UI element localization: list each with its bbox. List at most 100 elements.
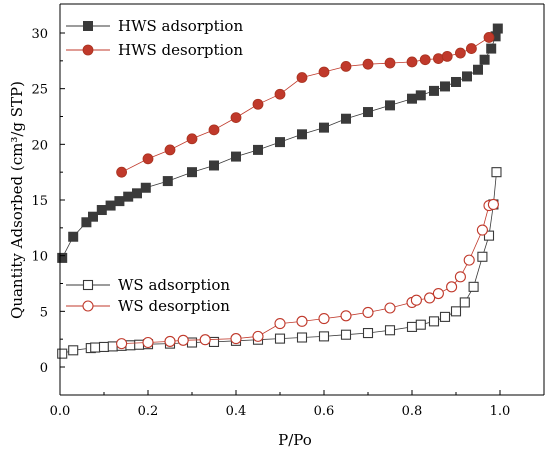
y-tick-label: 30 (31, 27, 48, 42)
data-point (274, 88, 286, 100)
data-point (164, 335, 176, 347)
x-tick-label: 0.6 (314, 404, 335, 419)
y-tick-label: 0 (40, 361, 48, 376)
data-point (429, 85, 439, 96)
legend-label: HWS adsorption (118, 17, 243, 35)
data-point (462, 71, 472, 82)
data-point (90, 342, 101, 353)
x-tick-label: 0.0 (50, 404, 71, 419)
data-point (446, 281, 458, 293)
data-point (410, 294, 422, 306)
data-point (123, 191, 134, 202)
data-point (186, 133, 198, 145)
data-point (441, 50, 453, 62)
data-point (477, 251, 488, 262)
data-point (142, 153, 154, 165)
data-point (340, 61, 352, 72)
data-point (319, 122, 329, 133)
data-point (186, 337, 198, 348)
data-point (439, 311, 451, 322)
data-point (450, 306, 462, 317)
data-point (424, 292, 436, 304)
data-point (296, 72, 308, 83)
data-point (162, 176, 173, 187)
data-point (208, 124, 220, 136)
data-point (384, 325, 396, 336)
data-point (105, 200, 116, 211)
data-point (419, 54, 431, 66)
legend-item-0: HWS adsorption (66, 17, 243, 35)
data-point (468, 281, 479, 292)
data-point (384, 302, 396, 314)
data-point (132, 188, 142, 199)
data-point (451, 76, 461, 87)
data-point (274, 333, 286, 344)
data-point (465, 43, 477, 54)
data-point (252, 330, 264, 342)
legend-item-1: HWS desorption (66, 41, 243, 59)
data-point (415, 90, 426, 101)
data-point (473, 64, 483, 75)
axes: 0.0 0.2 0.4 0.6 0.8 1.0 0 5 10 15 20 25 30 P/Po Quanti… (8, 3, 545, 449)
data-point (432, 287, 444, 300)
data-point (81, 217, 92, 228)
data-point (177, 334, 189, 346)
data-point (231, 151, 241, 162)
legend-marker (82, 279, 94, 291)
y-tick-label: 5 (40, 305, 48, 320)
data-point (476, 224, 488, 236)
data-point (406, 56, 418, 68)
data-point (385, 100, 395, 111)
data-point (209, 160, 219, 171)
x-tick-label: 0.2 (138, 404, 159, 419)
data-point (230, 112, 242, 124)
data-point (57, 348, 68, 359)
data-point (340, 310, 352, 322)
y-tick-label: 10 (31, 250, 48, 265)
data-point (296, 315, 308, 327)
data-point (428, 316, 440, 327)
plot-marks (57, 23, 503, 359)
data-point (440, 81, 450, 92)
data-point (275, 137, 285, 148)
data-point (479, 54, 490, 65)
data-point (107, 341, 118, 352)
data-point (384, 57, 396, 69)
data-point (318, 66, 330, 78)
data-point (363, 107, 373, 118)
data-point (96, 205, 107, 216)
data-point (140, 182, 151, 193)
data-point (483, 230, 495, 241)
x-axis-title: P/Po (278, 431, 312, 449)
data-point (406, 321, 418, 332)
data-point (187, 167, 197, 178)
y-tick-label: 25 (31, 83, 48, 98)
data-point (454, 271, 466, 283)
legends: HWS adsorption HWS desorption WS adsorptio… (66, 17, 243, 315)
x-tick-label: 1.0 (490, 404, 511, 419)
data-point (463, 254, 475, 266)
legend-marker (83, 21, 93, 31)
legend-label: HWS desorption (118, 41, 243, 59)
y-tick-label: 20 (31, 138, 48, 153)
data-point (362, 306, 374, 318)
data-point (318, 331, 330, 342)
data-point (116, 166, 127, 178)
data-point (116, 338, 128, 350)
data-point (362, 327, 374, 339)
data-point (199, 334, 211, 346)
data-point (68, 345, 79, 356)
y-axis-title: Quantity Adsorbed (cm³/g STP) (8, 81, 26, 319)
legend-label: WS desorption (118, 297, 230, 315)
data-point (415, 319, 426, 330)
data-point (454, 47, 466, 59)
data-point (459, 297, 470, 308)
data-point (487, 198, 499, 211)
data-point (68, 231, 79, 242)
data-point (491, 167, 502, 178)
x-tick-label: 0.4 (226, 404, 247, 419)
data-point (318, 313, 330, 325)
data-point (362, 58, 374, 70)
legend-item-3: WS desorption (66, 297, 230, 315)
data-point (230, 333, 242, 345)
